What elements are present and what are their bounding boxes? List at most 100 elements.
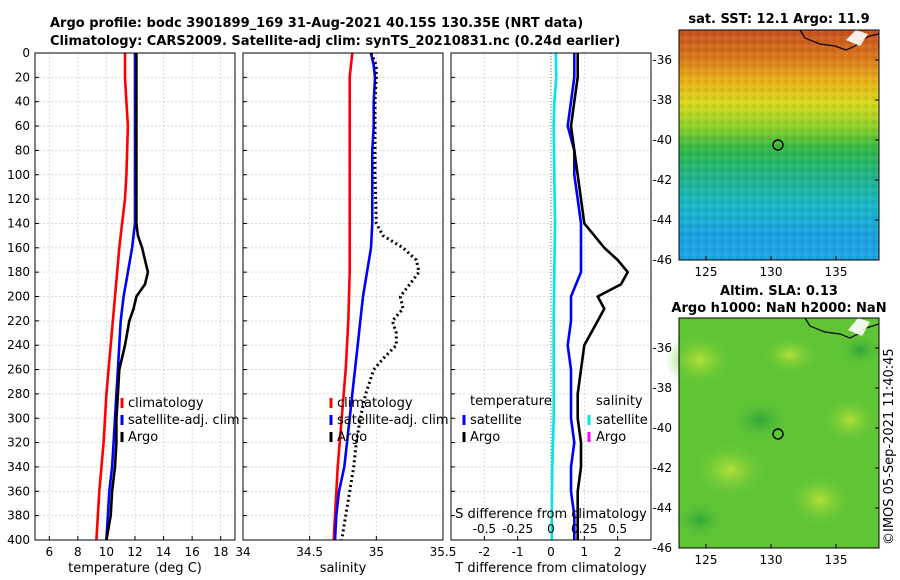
map-y-tick-label: -42 bbox=[652, 461, 672, 475]
y-tick-label: 20 bbox=[15, 70, 30, 84]
series-line-0 bbox=[566, 53, 583, 540]
sla-argo-location-marker bbox=[772, 428, 784, 440]
x-tick-label: 2 bbox=[614, 545, 622, 559]
legend-label: Argo bbox=[128, 430, 158, 445]
top-x-axis-label: S difference from climatology bbox=[455, 507, 647, 522]
y-tick-label: 140 bbox=[7, 216, 30, 230]
top-x-tick-label: -0.25 bbox=[502, 522, 533, 536]
map-y-tick-label: -36 bbox=[652, 341, 672, 355]
y-tick-label: 0 bbox=[22, 46, 30, 60]
map-x-tick-label: 130 bbox=[760, 553, 783, 567]
x-tick-label: 14 bbox=[156, 545, 171, 559]
x-tick-label: 12 bbox=[127, 545, 142, 559]
y-tick-label: 260 bbox=[7, 363, 30, 377]
top-x-tick-label: 0.25 bbox=[571, 522, 598, 536]
x-tick-label: -1 bbox=[512, 545, 524, 559]
x-tick-label: 0 bbox=[547, 545, 555, 559]
sla-map-title: Altim. SLA: 0.13 bbox=[720, 284, 838, 299]
y-tick-label: 100 bbox=[7, 168, 30, 182]
x-tick-label: 6 bbox=[45, 545, 53, 559]
y-tick-label: 40 bbox=[15, 95, 30, 109]
top-x-tick-label: 0.5 bbox=[608, 522, 627, 536]
series-line-0 bbox=[332, 52, 354, 541]
legend-label: climatology bbox=[128, 396, 204, 411]
series-line-1 bbox=[105, 53, 137, 541]
plot-frame bbox=[34, 52, 236, 541]
map-y-tick-label: -46 bbox=[652, 541, 672, 555]
sst-coastline bbox=[799, 29, 880, 51]
y-tick-label: 220 bbox=[7, 314, 30, 328]
sst-field-texture bbox=[679, 30, 879, 260]
plot-frame bbox=[242, 52, 444, 541]
series-line-2 bbox=[105, 53, 150, 541]
map-y-tick-label: -40 bbox=[652, 133, 672, 147]
salinity-profile-plot: 34 34.5 35 35.5 salinity climatology satellite… bbox=[235, 52, 456, 576]
map-y-tick-label: -36 bbox=[652, 53, 672, 67]
y-tick-label: 80 bbox=[15, 143, 30, 157]
map-x-tick-label: 125 bbox=[695, 553, 718, 567]
legend-label: satellite bbox=[596, 413, 648, 428]
legend-title-salinity: salinity bbox=[596, 394, 643, 409]
map-y-tick-label: -44 bbox=[652, 213, 672, 227]
sst-map-frame bbox=[678, 29, 880, 261]
x-tick-label: 10 bbox=[99, 545, 114, 559]
legend-label: satellite-adj. clim bbox=[337, 413, 449, 428]
y-tick-label: 180 bbox=[7, 265, 30, 279]
y-tick-label: 120 bbox=[7, 192, 30, 206]
x-axis-label: temperature (deg C) bbox=[68, 561, 202, 576]
legend-title-temperature: temperature bbox=[470, 394, 552, 409]
sla-map-subtitle: Argo h1000: NaN h2000: NaN bbox=[671, 301, 886, 316]
top-x-tick-label: 0 bbox=[547, 522, 555, 536]
y-tick-label: 60 bbox=[15, 119, 30, 133]
legend-label: Argo bbox=[470, 430, 500, 445]
map-x-tick-label: 135 bbox=[825, 553, 848, 567]
plot-frame bbox=[450, 52, 652, 541]
y-tick-label: 380 bbox=[7, 509, 30, 523]
x-tick-label: 34.5 bbox=[296, 545, 323, 559]
header-line-1: Argo profile: bodc 3901899_169 31-Aug-20… bbox=[50, 16, 583, 31]
x-tick-label: -2 bbox=[478, 545, 490, 559]
legend-label: satellite-adj. clim bbox=[128, 413, 240, 428]
sla-map: Altim. SLA: 0.13 Argo h1000: NaN h2000: … bbox=[652, 284, 886, 567]
y-tick-label: 240 bbox=[7, 338, 30, 352]
map-x-tick-label: 125 bbox=[695, 265, 718, 279]
sst-land bbox=[846, 30, 868, 46]
y-tick-label: 200 bbox=[7, 290, 30, 304]
sla-land bbox=[848, 318, 870, 336]
copyright-text: ©IMOS 05-Sep-2021 11:40:45 bbox=[882, 348, 897, 545]
sst-map-title: sat. SST: 12.1 Argo: 11.9 bbox=[688, 12, 869, 27]
temperature-profile-plot: 6 8 10 12 14 16 180204060801001201401601802002… bbox=[7, 46, 240, 576]
y-tick-label: 300 bbox=[7, 411, 30, 425]
map-y-tick-label: -46 bbox=[652, 253, 672, 267]
sst-argo-location-marker bbox=[772, 139, 784, 151]
difference-profile-plot: -2 -1 0 1 2 T difference from climatology temp… bbox=[450, 52, 652, 576]
legend-label: climatology bbox=[337, 396, 413, 411]
y-tick-label: 400 bbox=[7, 533, 30, 547]
y-tick-label: 320 bbox=[7, 436, 30, 450]
map-y-tick-label: -44 bbox=[652, 501, 672, 515]
map-y-tick-label: -40 bbox=[652, 421, 672, 435]
y-tick-label: 360 bbox=[7, 484, 30, 498]
header-line-2: Climatology: CARS2009. Satellite-adj cli… bbox=[50, 34, 620, 49]
y-tick-label: 340 bbox=[7, 460, 30, 474]
x-tick-label: 34 bbox=[235, 545, 250, 559]
series-line-2 bbox=[340, 52, 421, 541]
map-x-tick-label: 130 bbox=[760, 265, 783, 279]
x-tick-label: 1 bbox=[581, 545, 589, 559]
legend-label: Argo bbox=[596, 430, 626, 445]
sla-map-ticks: 125 130 135 -36 -38 -40 -42 -44 -46 bbox=[652, 341, 879, 567]
sst-map-ticks: 125 130 135 -36 -38 -40 -42 -44 -46 bbox=[652, 53, 879, 279]
x-tick-label: 18 bbox=[213, 545, 228, 559]
x-tick-label: 35 bbox=[369, 545, 384, 559]
series-line-2 bbox=[550, 52, 558, 540]
x-tick-label: 8 bbox=[74, 545, 82, 559]
legend-label: satellite bbox=[470, 413, 522, 428]
map-y-tick-label: -38 bbox=[652, 381, 672, 395]
y-tick-label: 280 bbox=[7, 387, 30, 401]
x-axis-label: salinity bbox=[320, 561, 367, 576]
series-line-1 bbox=[569, 53, 630, 540]
map-y-tick-label: -42 bbox=[652, 173, 672, 187]
map-y-tick-label: -38 bbox=[652, 93, 672, 107]
series-line-0 bbox=[95, 53, 130, 541]
